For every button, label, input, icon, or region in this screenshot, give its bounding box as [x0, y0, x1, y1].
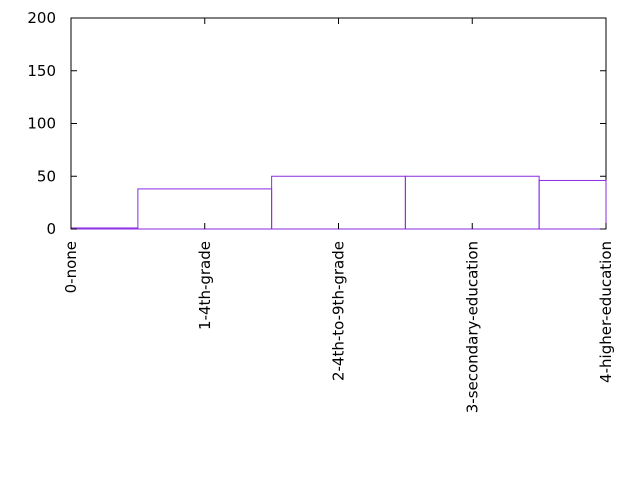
x-tick-label-0: 0-none	[62, 241, 80, 293]
bar-3-secondary-education	[404, 175, 540, 230]
bar-1-4th-grade	[137, 188, 273, 230]
y-tick-label-2: 100	[27, 115, 56, 133]
x-tick-label-1: 1-4th-grade	[196, 241, 214, 330]
y-tick-label-1: 50	[37, 167, 56, 185]
plot-area	[70, 17, 607, 230]
x-axis-ticks: 0-none 1-4th-grade 2-4th-to-9th-grade 3-sec…	[62, 18, 615, 413]
y-tick-label-3: 150	[27, 62, 56, 80]
x-tick-label-3: 3-secondary-education	[463, 241, 481, 413]
bar-0-none	[70, 227, 139, 230]
plot-border	[70, 17, 607, 230]
y-tick-label-0: 0	[46, 220, 56, 238]
y-tick-label-4: 200	[27, 9, 56, 27]
y-axis-ticks: 0 50 100 150 200	[27, 9, 606, 238]
bar-4-higher-education	[538, 179, 607, 230]
bar-2-4th-to-9th-grade	[271, 175, 406, 230]
series-steps	[70, 175, 607, 230]
x-tick-label-2: 2-4th-to-9th-grade	[330, 241, 348, 381]
x-tick-label-4: 4-higher-education	[597, 241, 615, 383]
